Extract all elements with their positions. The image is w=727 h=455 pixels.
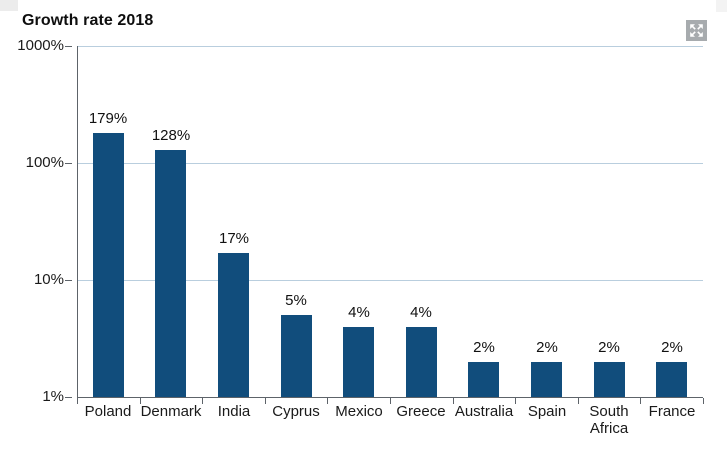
corner-artifact-left bbox=[0, 0, 18, 11]
x-axis-tick-5 bbox=[390, 398, 391, 404]
y-axis-label-10: 10% bbox=[33, 271, 64, 288]
corner-artifact-right bbox=[716, 0, 727, 12]
x-axis-tick-6 bbox=[453, 398, 454, 404]
y-axis-tick-100 bbox=[65, 163, 72, 164]
bar-cyprus bbox=[281, 315, 312, 397]
expand-icon bbox=[689, 23, 704, 38]
x-axis-label-india: India bbox=[217, 403, 251, 420]
x-axis-label-mexico: Mexico bbox=[335, 403, 383, 420]
x-axis-label-greece: Greece bbox=[396, 403, 446, 420]
bar-france bbox=[656, 362, 687, 397]
x-axis-label-france: France bbox=[648, 403, 696, 420]
y-axis-label-1000: 1000% bbox=[17, 37, 64, 54]
expand-button[interactable] bbox=[686, 20, 707, 41]
bar-south-africa bbox=[594, 362, 625, 397]
bar-india bbox=[218, 253, 249, 397]
value-label-poland: 179% bbox=[88, 110, 128, 127]
x-axis-label-poland: Poland bbox=[84, 403, 132, 420]
value-label-cyprus: 5% bbox=[285, 292, 307, 309]
value-label-greece: 4% bbox=[410, 304, 432, 321]
x-axis-tick-0 bbox=[77, 398, 78, 404]
y-axis-label-1: 1% bbox=[42, 388, 64, 405]
value-label-mexico: 4% bbox=[348, 304, 370, 321]
y-axis-line bbox=[77, 46, 78, 397]
x-axis-label-australia: Australia bbox=[454, 403, 514, 420]
x-axis-tick-3 bbox=[265, 398, 266, 404]
chart-title: Growth rate 2018 bbox=[22, 12, 154, 29]
x-axis-tick-7 bbox=[515, 398, 516, 404]
x-axis-tick-10 bbox=[703, 398, 704, 404]
y-axis-tick-1 bbox=[65, 397, 72, 398]
y-axis-label-100: 100% bbox=[25, 154, 64, 171]
value-label-spain: 2% bbox=[536, 339, 558, 356]
value-label-france: 2% bbox=[661, 339, 683, 356]
value-label-south-africa: 2% bbox=[598, 339, 620, 356]
x-axis-label-south-africa: South Africa bbox=[589, 403, 629, 437]
bar-denmark bbox=[155, 150, 186, 397]
value-label-australia: 2% bbox=[473, 339, 495, 356]
bar-mexico bbox=[343, 327, 374, 397]
bar-spain bbox=[531, 362, 562, 397]
gridline-1000 bbox=[77, 46, 703, 47]
value-label-denmark: 128% bbox=[151, 127, 191, 144]
x-axis-tick-2 bbox=[202, 398, 203, 404]
y-axis-tick-1000 bbox=[65, 46, 72, 47]
x-axis-tick-1 bbox=[140, 398, 141, 404]
x-axis-line bbox=[77, 397, 703, 398]
y-axis-tick-10 bbox=[65, 280, 72, 281]
gridline-10 bbox=[77, 280, 703, 281]
x-axis-tick-9 bbox=[640, 398, 641, 404]
bar-poland bbox=[93, 133, 124, 397]
gridline-100 bbox=[77, 163, 703, 164]
bar-greece bbox=[406, 327, 437, 397]
x-axis-label-denmark: Denmark bbox=[140, 403, 202, 420]
bar-australia bbox=[468, 362, 499, 397]
value-label-india: 17% bbox=[218, 230, 250, 247]
x-axis-label-spain: Spain bbox=[527, 403, 567, 420]
x-axis-tick-8 bbox=[578, 398, 579, 404]
x-axis-tick-4 bbox=[327, 398, 328, 404]
x-axis-label-cyprus: Cyprus bbox=[272, 403, 320, 420]
